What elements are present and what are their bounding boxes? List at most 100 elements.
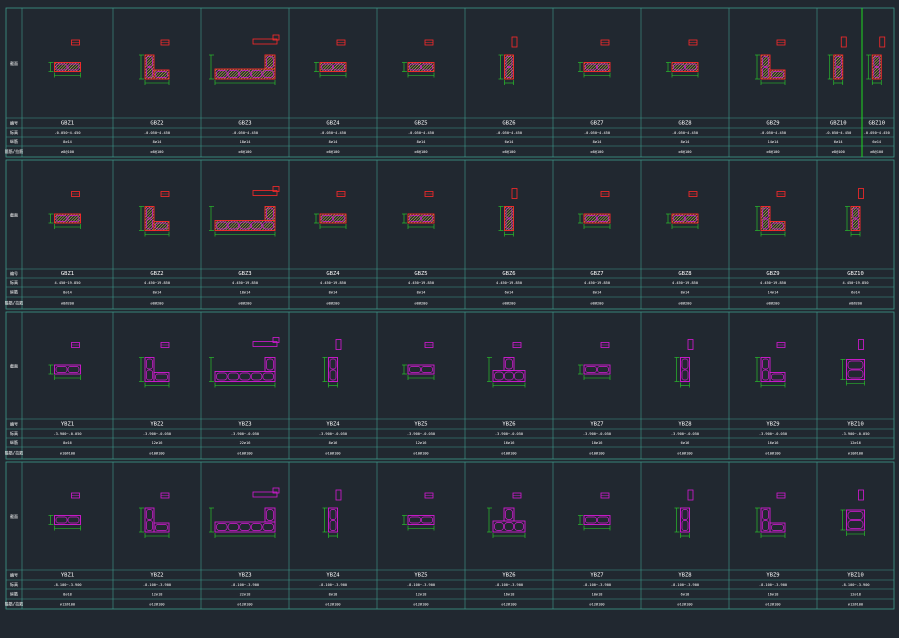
column-id: YBZ9 [766,422,779,428]
stirrup-spec: ⌀12@100 [60,603,75,607]
stirrup [852,218,859,230]
stirrup [504,371,514,381]
stirrup [504,522,514,531]
stirrup-spec: ⌀10@100 [60,452,75,456]
stirrup-spec: ⌀10@100 [589,452,604,456]
stirrup [762,67,769,78]
stirrup [146,358,153,370]
column-id: YBZ7 [590,573,603,579]
stirrup-spec: ⌀12@100 [237,603,252,607]
stirrup-spec: ⌀8@100 [61,150,74,154]
elevation-range: 4.450~19.850 [408,281,434,285]
elevation-range: -3.900~-0.050 [53,432,81,436]
stirrup [329,520,337,531]
elevation-range: 4.450~19.850 [672,281,698,285]
column-cell-YBZ10: YBZ10 -3.900~-0.050 12⌀16 ⌀10@100 [840,339,870,456]
column-id: YBZ10 [847,573,864,579]
stirrup [250,70,263,78]
stirrup-spec: ⌀8@200 [151,302,164,306]
row-label: 纵筋 [10,289,18,295]
stirrup-spec: ⌀12@100 [501,603,516,607]
stirrup [55,366,68,373]
panel-frame [5,311,895,460]
column-id: YBZ8 [678,422,691,428]
section-outline [214,371,276,382]
column-id: GBZ9 [766,121,779,127]
column-id: GBZ3 [238,271,251,277]
stirrup-spec: ⌀12@100 [765,603,780,607]
column-cell-GBZ5: GBZ5 4.450~19.850 8⌀14 ⌀8@200 [402,191,435,306]
column-id: GBZ5 [414,271,427,277]
key-plan-marker [858,339,864,350]
stirrup [409,516,421,524]
section-outline [760,357,771,382]
stirrup [239,221,251,230]
section-outline [407,515,435,525]
row-label: 编号 [10,421,18,427]
stirrup [834,67,842,78]
column-cell-GBZ4: GBZ4 -0.050~4.450 8⌀14 ⌀8@100 [314,39,347,154]
section-outline [871,54,882,80]
section-outline [850,206,861,231]
section-outline [407,213,435,224]
longitudinal-bars: 8⌀18 [329,593,338,597]
stirrup [681,358,689,370]
elevation-range: 4.450~19.850 [144,281,170,285]
section-outline [504,206,514,231]
section-outline [264,507,276,523]
row-label: 截面 [10,212,18,218]
row-label: 箍筋/拉筋 [5,300,23,306]
row-label: 纵筋 [10,439,18,445]
section-outline [407,62,435,72]
column-id: YBZ9 [766,573,779,579]
column-id: YBZ10 [847,422,864,428]
stirrup [847,369,864,379]
column-id: GBZ2 [150,121,163,127]
elevation-range: -3.900~-0.050 [495,432,523,436]
section-outline [833,54,844,80]
elevation-range: -0.050~4.450 [760,131,786,135]
stirrup [847,360,864,370]
column-cell-GBZ6: GBZ6 4.450~19.850 6⌀14 ⌀8@200 [496,188,522,306]
stirrup [505,207,513,219]
column-cell-YBZ9: YBZ9 -8.100~-3.900 16⌀18 ⌀12@100 [755,492,787,607]
longitudinal-bars: 6⌀18 [681,593,690,597]
column-cell-GBZ10: GBZ10 -0.050~4.450 6⌀14 ⌀8@100 [825,36,851,154]
stirrup [505,67,513,78]
stirrup [227,221,240,230]
elevation-range: -8.100~-3.900 [53,583,81,587]
elevation-range: -3.900~-0.050 [231,432,259,436]
section-outline [144,206,155,231]
elevation-range: -0.050~4.450 [320,131,346,135]
stirrup [762,218,769,230]
stirrup [409,63,421,71]
stirrup [266,207,274,220]
section-outline [769,221,786,231]
section-outline [54,213,81,224]
column-id: GBZ7 [590,121,603,127]
stirrup [762,56,769,67]
panel-frame [5,461,895,610]
stirrup [239,523,251,531]
stirrup [216,372,228,381]
elevation-range: -0.050~4.450 [584,131,610,135]
stirrup-spec: ⌀12@100 [677,603,692,607]
stirrup [262,523,274,531]
elevation-range: -8.100~-3.900 [231,583,259,587]
elevation-range: -0.050~4.450 [144,131,170,135]
elevation-range: -3.900~-0.050 [671,432,699,436]
row-label: 编号 [10,120,18,126]
stirrup-spec: ⌀8@100 [503,150,516,154]
stirrup-spec: ⌀8@200 [61,302,74,306]
longitudinal-bars: 8⌀14 [153,140,162,144]
stirrup [762,520,769,531]
key-plan-marker [335,339,342,350]
stirrup [681,509,689,520]
key-plan-marker [858,489,864,501]
column-cell-YBZ1: YBZ1 -8.100~-3.900 8⌀18 ⌀12@100 [48,492,82,607]
column-id: GBZ4 [326,271,340,277]
stirrup [771,373,784,381]
stirrup-spec: ⌀8@100 [327,150,340,154]
column-id: GBZ2 [150,271,163,277]
stirrup-spec: ⌀10@100 [765,452,780,456]
